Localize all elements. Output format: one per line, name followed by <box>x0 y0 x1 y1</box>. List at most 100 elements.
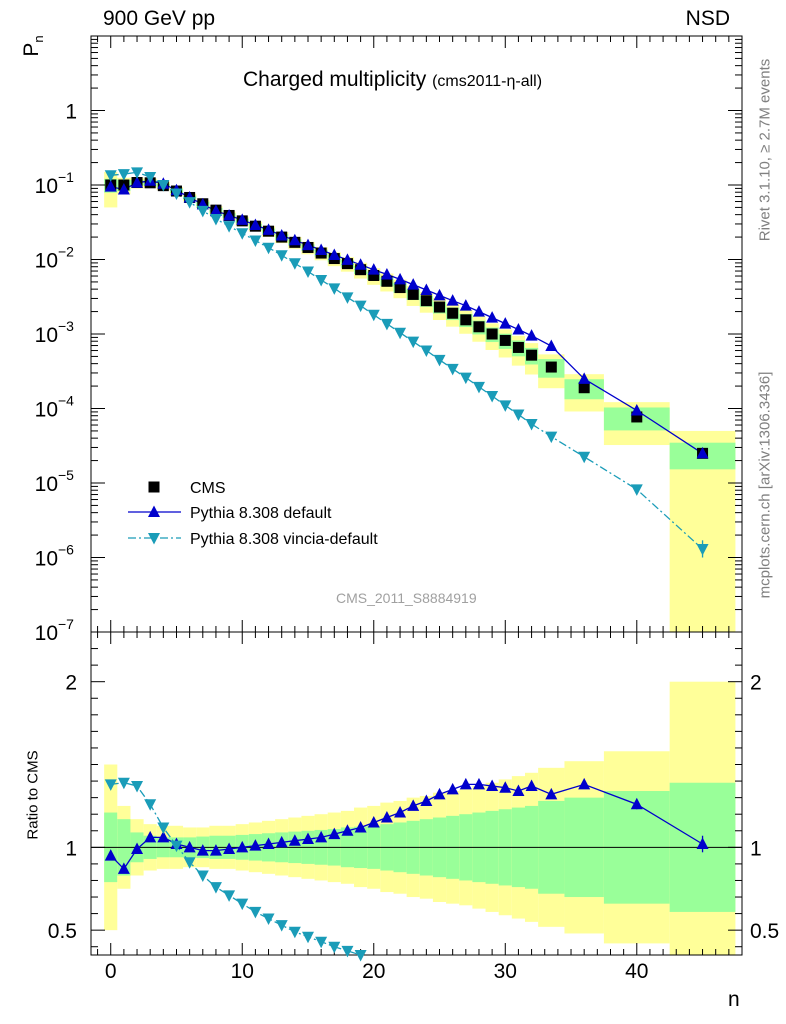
bottom-panel-frame <box>90 631 743 956</box>
default-point <box>578 372 591 384</box>
vincia-point <box>446 363 459 376</box>
y-tick-label-exponent: −2 <box>58 244 74 260</box>
chart-title-main: Charged multiplicity <box>243 68 427 91</box>
default-point <box>104 180 117 192</box>
top-panel-frame <box>90 35 743 633</box>
vincia-ratio-point <box>144 799 157 811</box>
vincia-ratio-point <box>157 822 170 834</box>
y-axis-label-bottom: Ratio to CMS <box>24 750 42 840</box>
vincia-point <box>183 197 196 209</box>
vincia-point <box>354 300 367 313</box>
default-ratio-point <box>525 779 538 792</box>
cms-point <box>486 328 498 340</box>
default-point <box>302 238 314 251</box>
chart-title: Charged multiplicity (cms2011-η-all) <box>243 68 542 92</box>
y-tick-label-exponent: −4 <box>58 393 74 409</box>
legend-label: Pythia 8.308 default <box>190 505 332 522</box>
vincia-point <box>380 318 393 331</box>
cms-point <box>578 382 590 394</box>
vincia-ratio-point <box>183 857 196 869</box>
default-ratio-point <box>486 779 499 792</box>
default-ratio-point <box>183 840 196 853</box>
vincia-ratio-point <box>262 913 275 926</box>
y-tick-label: 10 <box>35 250 58 273</box>
y-tick-label: 10 <box>35 175 58 198</box>
ratio-tick-label-left: 1 <box>65 837 77 860</box>
vincia-point <box>407 336 420 349</box>
vincia-point <box>472 381 485 394</box>
legend-marker-default <box>148 505 160 517</box>
y-axis-label-top-main: P <box>19 42 43 57</box>
default-ratio-point <box>407 799 420 811</box>
vincia-point <box>525 418 538 431</box>
vincia-ratio-point <box>196 870 209 882</box>
y-tick-label-exponent: −6 <box>58 542 74 558</box>
vincia-point <box>288 258 301 270</box>
default-ratio-point <box>262 837 275 850</box>
cms-point <box>512 341 524 353</box>
vincia-ratio-point <box>209 882 222 894</box>
vincia-ratio-point <box>302 931 314 944</box>
default-point <box>459 299 472 311</box>
default-ratio-point <box>367 815 380 828</box>
vincia-ratio-point <box>328 941 341 954</box>
cms-point <box>381 275 393 287</box>
default-ratio-point <box>341 824 354 836</box>
legend-marker-cms <box>148 481 160 493</box>
default-ratio-point <box>236 840 249 853</box>
default-ratio-point <box>302 832 314 845</box>
default-point <box>328 248 341 260</box>
cms-point <box>407 288 419 300</box>
default-ratio-point <box>433 787 446 800</box>
vincia-point <box>104 170 117 182</box>
default-point <box>341 253 354 265</box>
default-point <box>367 263 380 275</box>
cms-point <box>631 411 643 423</box>
cms-point <box>394 282 406 294</box>
default-point <box>420 283 433 295</box>
vincia-ratio-point <box>104 779 117 791</box>
vincia-point <box>578 451 591 464</box>
cms-point <box>434 301 446 313</box>
y-tick-label-exponent: −3 <box>58 318 74 334</box>
y-tick-label-exponent: −7 <box>58 616 74 632</box>
vincia-point <box>696 544 709 556</box>
x-axis-label: n <box>728 988 740 1011</box>
default-ratio-point <box>315 830 328 843</box>
default-ratio-point <box>131 842 144 854</box>
cms-point <box>368 269 380 281</box>
default-point <box>472 305 485 317</box>
default-point <box>275 228 288 241</box>
default-point <box>512 322 525 335</box>
default-ratio-point <box>380 811 393 823</box>
legend-marker-vincia <box>148 533 160 545</box>
default-point <box>394 272 407 285</box>
ratio-tick-label-left: 0.5 <box>48 920 77 943</box>
default-ratio-point <box>420 794 433 806</box>
y-tick-label: 10 <box>35 548 58 571</box>
y-axis-label-top-sub: n <box>31 35 47 43</box>
default-point <box>223 208 236 221</box>
legend-label: CMS <box>190 480 226 497</box>
vincia-point <box>223 221 236 233</box>
y-tick-label: 10 <box>35 399 58 422</box>
rivet-label: Rivet 3.1.10, ≥ 2.7M events <box>756 58 774 242</box>
vincia-point <box>315 275 328 287</box>
default-point <box>486 311 499 323</box>
default-point <box>446 294 459 306</box>
x-tick-label: 30 <box>494 960 517 983</box>
default-point <box>315 243 328 256</box>
default-ratio-point <box>394 806 407 818</box>
y-tick-label: 10 <box>35 622 58 645</box>
default-ratio-point <box>354 820 367 833</box>
default-point <box>380 267 393 280</box>
default-point <box>262 223 275 235</box>
ratio-tick-label-right: 1 <box>750 837 762 860</box>
default-ratio-point <box>249 839 262 851</box>
vincia-point <box>170 188 183 200</box>
legend-label: Pythia 8.308 vincia-default <box>190 531 378 548</box>
default-ratio-point <box>104 849 117 861</box>
default-ratio-point <box>545 787 558 800</box>
cms-point <box>447 307 459 319</box>
default-ratio-point <box>196 844 209 856</box>
